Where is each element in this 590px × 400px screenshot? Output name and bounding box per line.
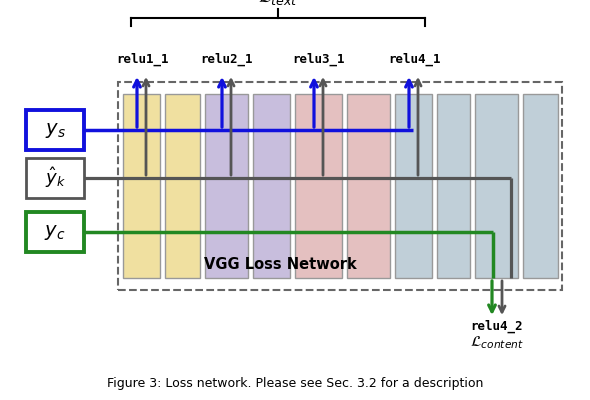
Bar bbox=[123, 94, 160, 278]
Bar bbox=[253, 94, 290, 278]
Bar bbox=[347, 94, 390, 278]
Bar bbox=[295, 94, 342, 278]
Bar bbox=[205, 94, 248, 278]
Bar bbox=[26, 110, 84, 150]
Bar bbox=[26, 212, 84, 252]
Text: relu1_1: relu1_1 bbox=[116, 53, 168, 66]
Text: $y_c$: $y_c$ bbox=[44, 222, 65, 242]
Text: VGG Loss Network: VGG Loss Network bbox=[204, 257, 356, 272]
Bar bbox=[523, 94, 558, 278]
Text: relu3_1: relu3_1 bbox=[293, 53, 345, 66]
Text: $y_s$: $y_s$ bbox=[45, 120, 65, 140]
Text: $\mathcal{L}_{content}$: $\mathcal{L}_{content}$ bbox=[470, 334, 524, 351]
Bar bbox=[437, 94, 470, 278]
Text: Figure 3: Loss network. Please see Sec. 3.2 for a description: Figure 3: Loss network. Please see Sec. … bbox=[107, 376, 483, 390]
Bar bbox=[395, 94, 432, 278]
Bar bbox=[165, 94, 200, 278]
Text: relu2_1: relu2_1 bbox=[201, 53, 253, 66]
Text: relu4_1: relu4_1 bbox=[388, 53, 440, 66]
Bar bbox=[26, 158, 84, 198]
Bar bbox=[118, 82, 562, 290]
Bar bbox=[475, 94, 518, 278]
Text: $\hat{y}_k$: $\hat{y}_k$ bbox=[44, 166, 65, 190]
Text: $\mathcal{L}_{text}$: $\mathcal{L}_{text}$ bbox=[258, 0, 298, 7]
Text: relu4_2: relu4_2 bbox=[471, 320, 523, 333]
